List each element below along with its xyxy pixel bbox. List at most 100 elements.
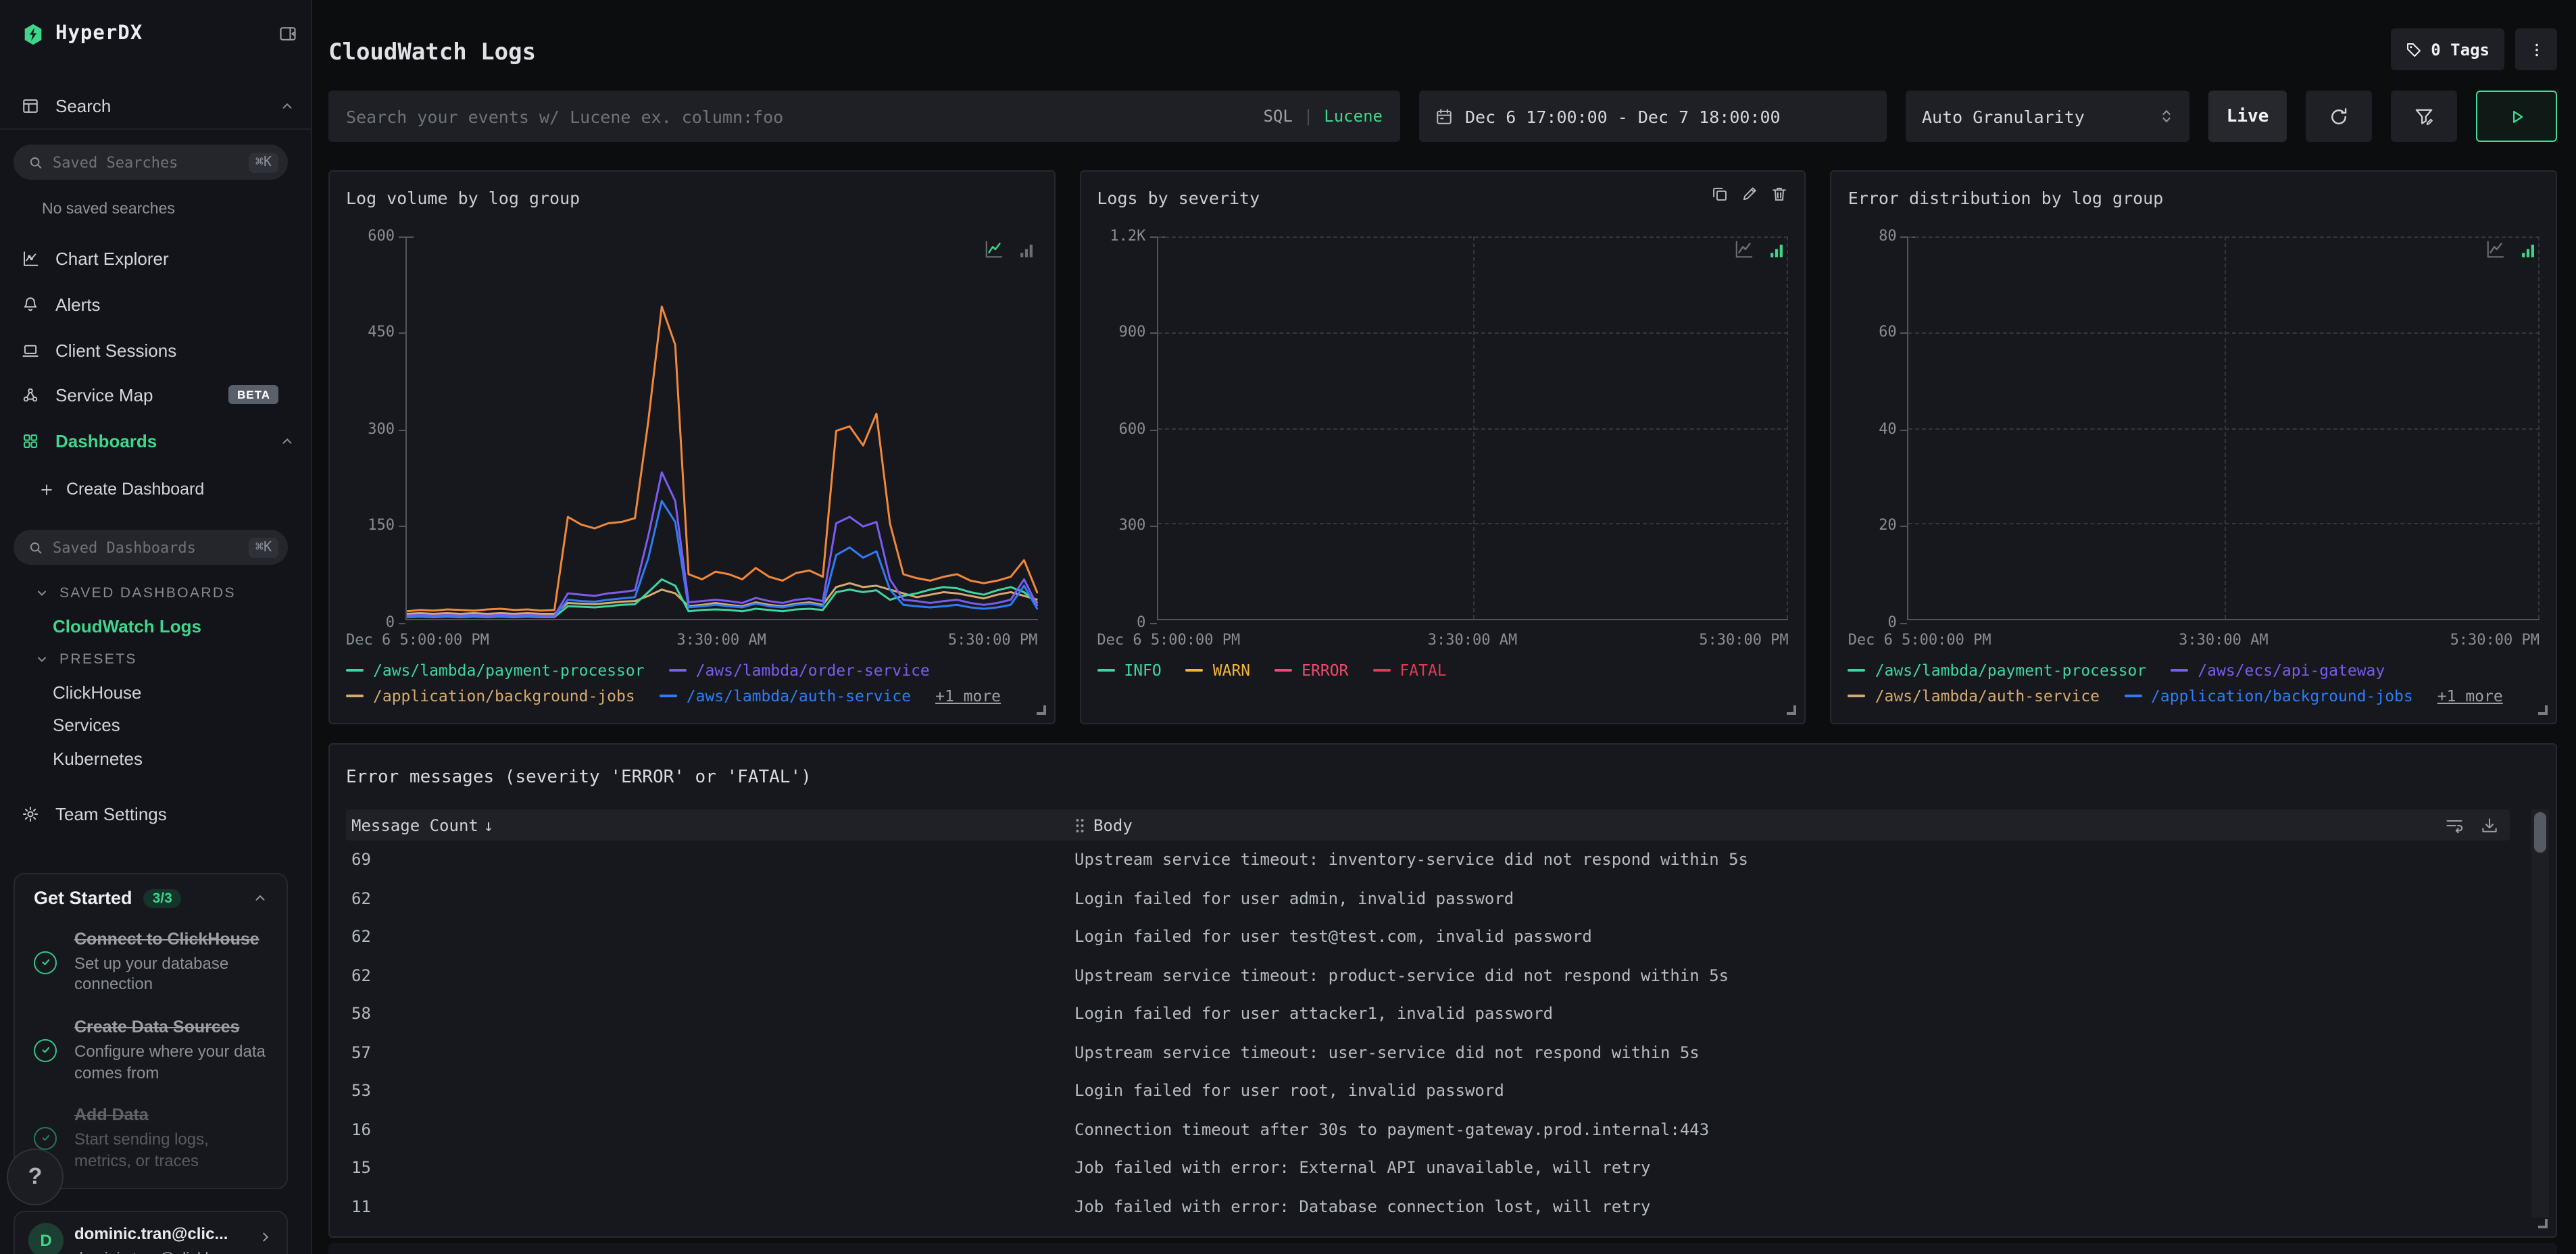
dashboard-menu-button[interactable]	[2515, 28, 2557, 70]
sidebar-item-chart-explorer[interactable]: Chart Explorer	[22, 238, 295, 278]
sidebar-item-dashboards[interactable]: Dashboards	[22, 420, 295, 461]
group-presets[interactable]: PRESETS	[35, 651, 137, 668]
table-row[interactable]: 62 Login failed for user admin, invalid p…	[346, 879, 2510, 918]
resize-handle[interactable]	[2538, 705, 2548, 715]
body-cell: Upstream service timeout: product-servic…	[1074, 965, 1729, 985]
legend-more-link[interactable]: +1 more	[935, 686, 1001, 705]
sidebar-item-service-map[interactable]: Service Map BETA	[22, 374, 295, 415]
chevron-right-icon	[258, 1230, 273, 1245]
sidebar-item-alerts[interactable]: Alerts	[22, 284, 295, 324]
legend-more-link[interactable]: +1 more	[2437, 686, 2503, 705]
sidebar-item-client-sessions[interactable]: Client Sessions	[22, 330, 295, 370]
mode-sql[interactable]: SQL	[1263, 107, 1293, 126]
y-tick: 80	[1879, 227, 1897, 245]
get-started-step[interactable]: Create Data Sources Configure where your…	[34, 1016, 268, 1084]
legend-swatch	[1372, 669, 1391, 672]
live-label: Live	[2226, 106, 2269, 126]
legend-item[interactable]: /aws/lambda/payment-processor	[1848, 661, 2146, 680]
dashboard-link-cloudwatch-logs[interactable]: CloudWatch Logs	[53, 616, 202, 636]
download-icon[interactable]	[2480, 816, 2499, 834]
run-query-button[interactable]	[2476, 91, 2557, 142]
table-row[interactable]: 53 Login failed for user root, invalid pa…	[346, 1072, 2510, 1110]
table-row[interactable]: 58 Login failed for user attacker1, inval…	[346, 995, 2510, 1033]
group-saved-dashboards[interactable]: SAVED DASHBOARDS	[35, 585, 236, 601]
legend-swatch	[346, 695, 364, 697]
x-tick: 5:30:00 PM	[947, 631, 1038, 649]
bar-chart-toggle[interactable]	[1768, 242, 1786, 259]
legend-item[interactable]: /aws/lambda/auth-service	[1848, 686, 2100, 705]
user-menu[interactable]: D dominic.tran@clic... dominic.tran@clic…	[14, 1211, 288, 1254]
drag-handle-icon[interactable]	[1074, 817, 1085, 833]
saved-searches-input[interactable]: ⌘K	[14, 145, 288, 180]
sidebar-item-label: Service Map	[55, 384, 153, 405]
table-row[interactable]: 62 Login failed for user test@test.com, i…	[346, 918, 2510, 956]
column-header-body[interactable]: Body	[1074, 816, 2434, 834]
page-title: CloudWatch Logs	[328, 39, 537, 66]
table-row[interactable]: 57 Upstream service timeout: user-service…	[346, 1033, 2510, 1072]
sidebar-item-search[interactable]: Search	[22, 86, 295, 124]
line-chart-toggle[interactable]	[1735, 239, 1755, 259]
line-chart-toggle[interactable]	[983, 239, 1004, 259]
legend-item[interactable]: /aws/lambda/auth-service	[659, 686, 911, 705]
delete-icon[interactable]	[1771, 185, 1789, 203]
chart-plot	[405, 236, 1038, 620]
refresh-button[interactable]	[2306, 91, 2372, 142]
chart-title: Log volume by log group	[346, 188, 580, 208]
help-button[interactable]: ?	[7, 1149, 64, 1205]
sidebar-item-team-settings[interactable]: Team Settings	[22, 803, 295, 824]
resize-handle[interactable]	[1787, 705, 1797, 715]
search-icon	[28, 155, 43, 170]
duplicate-icon[interactable]	[1712, 185, 1729, 203]
live-button[interactable]: Live	[2208, 91, 2287, 142]
user-name: dominic.tran@clic...	[74, 1224, 228, 1243]
saved-dashboards-field[interactable]	[53, 538, 239, 556]
get-started-step[interactable]: Connect to ClickHouse Set up your databa…	[34, 928, 268, 996]
saved-searches-field[interactable]	[53, 153, 239, 171]
legend-item[interactable]: FATAL	[1372, 661, 1447, 680]
create-dashboard-button[interactable]: Create Dashboard	[39, 480, 204, 499]
table-scrollbar[interactable]	[2531, 809, 2549, 1218]
saved-dashboards-input[interactable]: ⌘K	[14, 530, 288, 565]
table-row[interactable]: 16 Connection timeout after 30s to paymen…	[346, 1110, 2510, 1149]
table-row[interactable]: 69 Upstream service timeout: inventory-se…	[346, 841, 2510, 879]
mode-lucene[interactable]: Lucene	[1324, 107, 1383, 126]
get-started-step[interactable]: Add Data Start sending logs, metrics, or…	[34, 1104, 268, 1172]
legend-item[interactable]: /aws/ecs/api-gateway	[2171, 661, 2385, 680]
granularity-select[interactable]: Auto Granularity	[1906, 91, 2189, 142]
legend-item[interactable]: INFO	[1097, 661, 1162, 680]
service-map-icon	[22, 386, 39, 403]
dashboard-link-services[interactable]: Services	[53, 715, 120, 735]
laptop-icon	[22, 341, 39, 359]
legend-swatch	[1097, 669, 1115, 672]
bar-chart-toggle[interactable]	[2519, 242, 2537, 259]
resize-handle[interactable]	[2538, 1219, 2548, 1228]
sidebar-collapse-icon[interactable]	[278, 24, 297, 43]
legend-item[interactable]: WARN	[1185, 661, 1251, 680]
step-title: Connect to ClickHouse	[74, 930, 259, 949]
time-range-picker[interactable]: Dec 6 17:00:00 - Dec 7 18:00:00	[1419, 91, 1887, 142]
legend-item[interactable]: /aws/lambda/payment-processor	[346, 661, 645, 680]
legend-item[interactable]: ERROR	[1274, 661, 1348, 680]
event-search[interactable]: SQL | Lucene	[328, 91, 1400, 142]
chevron-up-icon[interactable]	[253, 891, 268, 905]
scrollbar-thumb[interactable]	[2534, 812, 2546, 853]
bar-chart-toggle[interactable]	[1017, 242, 1035, 259]
column-header-message-count[interactable]: Message Count ↓	[346, 816, 1074, 834]
event-search-input[interactable]	[346, 106, 1250, 126]
wrap-text-icon[interactable]	[2445, 816, 2464, 834]
legend-item[interactable]: /application/background-jobs	[2124, 686, 2413, 705]
legend-item[interactable]: /application/background-jobs	[346, 686, 635, 705]
table-row[interactable]: 62 Upstream service timeout: product-serv…	[346, 956, 2510, 995]
table-row[interactable]: 15 Job failed with error: External API un…	[346, 1149, 2510, 1187]
dashboard-link-kubernetes[interactable]: Kubernetes	[53, 749, 143, 769]
legend-label: WARN	[1212, 661, 1251, 680]
resize-handle[interactable]	[1036, 705, 1046, 715]
dashboard-link-clickhouse[interactable]: ClickHouse	[53, 682, 142, 703]
edit-icon[interactable]	[1741, 185, 1759, 203]
tags-button[interactable]: 0 Tags	[2390, 28, 2504, 70]
refresh-icon	[2329, 106, 2349, 126]
table-row[interactable]: 11 Job failed with error: Database connec…	[346, 1187, 2510, 1223]
filter-button[interactable]	[2391, 91, 2457, 142]
line-chart-toggle[interactable]	[2485, 239, 2506, 259]
legend-item[interactable]: /aws/lambda/order-service	[668, 661, 930, 680]
